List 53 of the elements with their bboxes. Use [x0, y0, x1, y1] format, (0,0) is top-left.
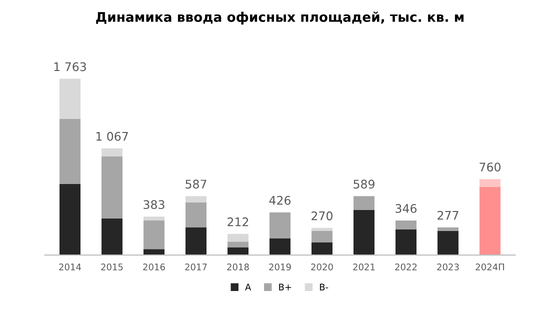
legend-label: B-: [320, 284, 328, 290]
bar: [60, 78, 80, 119]
annotation: 760: [480, 162, 500, 172]
annotation: 589: [354, 180, 374, 189]
annotation: 1 067: [96, 132, 128, 141]
bar: [102, 156, 122, 218]
bar: [270, 212, 290, 238]
bar: [270, 238, 290, 256]
bar: [186, 202, 206, 228]
bar: [144, 216, 164, 221]
x-tick-label: 2022: [395, 264, 417, 270]
annotation: 1 763: [54, 62, 86, 72]
bar: [396, 220, 416, 230]
x-tick-label: 2017: [185, 264, 207, 270]
bar: [228, 234, 248, 242]
bar: [228, 247, 248, 256]
x-tick-label: 2020: [311, 264, 333, 270]
x-tick-label: 2021: [353, 264, 375, 270]
x-tick-label: 2014: [59, 264, 81, 270]
bar: [312, 242, 332, 256]
bar: [396, 229, 416, 256]
bar: [312, 230, 332, 242]
annotation: 383: [144, 200, 164, 210]
bar: [102, 148, 122, 157]
legend-label: B+: [279, 284, 292, 290]
x-tick-label: 2015: [101, 264, 123, 270]
bar: [60, 118, 80, 184]
bar: [144, 249, 164, 256]
x-tick-label: 2019: [269, 264, 291, 270]
bar: [186, 196, 206, 203]
annotation: 212: [228, 217, 248, 226]
bar: [354, 210, 374, 256]
x-tick-label: 2023: [437, 264, 459, 270]
annotation: 277: [438, 210, 458, 220]
legend-label: A: [245, 284, 252, 290]
annotation: 270: [312, 211, 332, 220]
annotation: 426: [269, 196, 291, 205]
bar: [480, 179, 500, 188]
bar: [144, 220, 164, 250]
bar: [228, 242, 248, 248]
bar: [438, 230, 458, 256]
annotation: 346: [396, 204, 417, 213]
bar: [438, 227, 458, 231]
bar: [480, 187, 500, 256]
x-tick-label: 2024П: [476, 264, 504, 270]
x-tick-label: 2018: [227, 264, 249, 270]
x-tick-label: 2016: [143, 264, 165, 270]
chart-title: Динамика ввода офисных площадей, тыс. кв. м: [96, 12, 464, 25]
annotation: 587: [186, 180, 206, 189]
bar: [354, 196, 374, 210]
bar: [60, 184, 80, 256]
bar: [186, 227, 206, 256]
bar: [102, 218, 122, 256]
